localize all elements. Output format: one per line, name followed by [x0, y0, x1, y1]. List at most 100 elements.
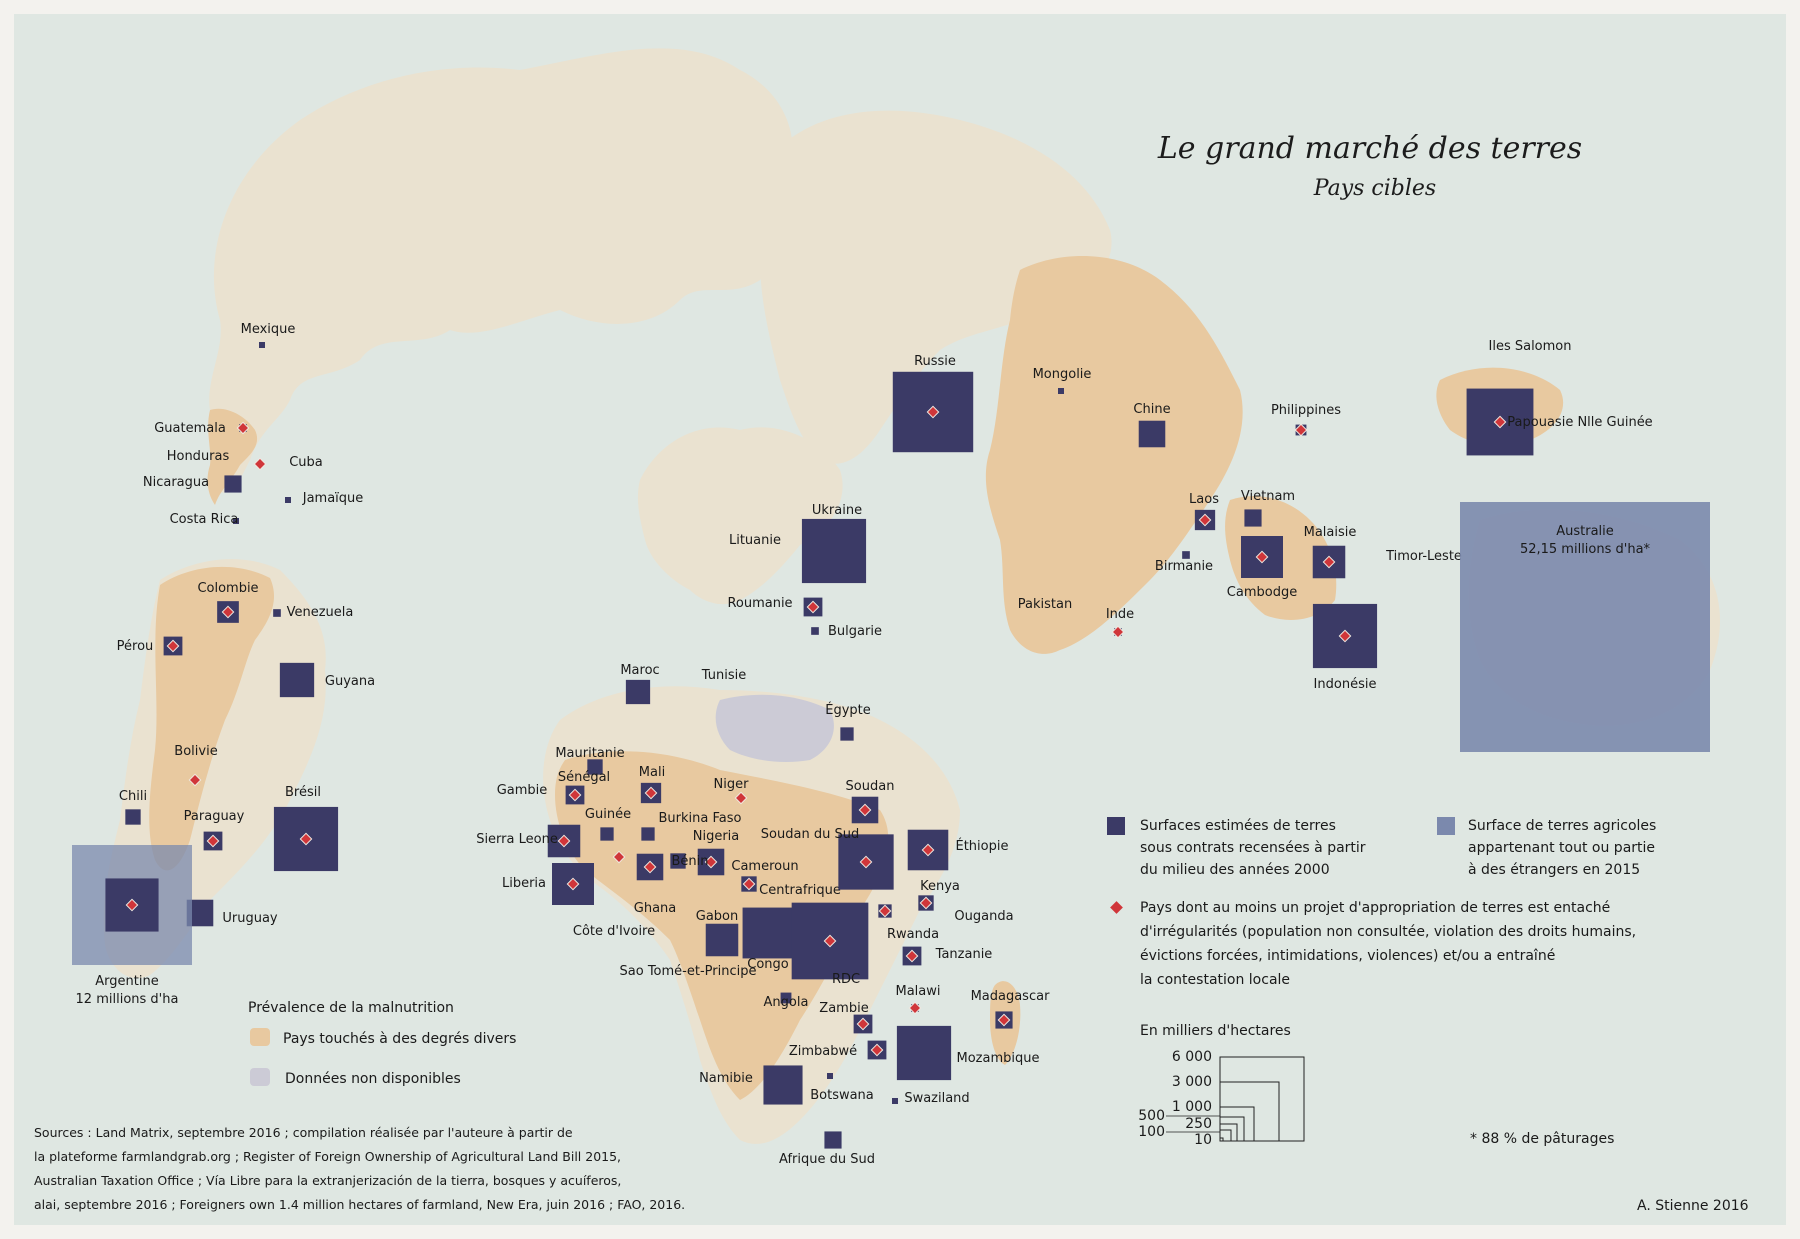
country-label-niger: Niger	[714, 777, 750, 792]
irregularity-diamond-cambodge	[1255, 550, 1269, 564]
irregularity-diamond-zambie	[856, 1017, 870, 1031]
contract-square-chine	[1138, 420, 1166, 448]
irregularity-diamond-soudan-du-sud	[859, 855, 873, 869]
country-label-mozambique: Mozambique	[957, 1051, 1040, 1066]
irregularity-diamond-guatemala	[236, 421, 250, 435]
country-label-pakistan: Pakistan	[1018, 597, 1072, 612]
country-label-nigeria: Nigeria	[693, 829, 740, 844]
legend-no-data-swatch	[250, 1068, 270, 1086]
country-label-mexique: Mexique	[241, 322, 296, 337]
irregularity-diamond-philippines	[1294, 423, 1308, 437]
country-label-afrique-du-sud: Afrique du Sud	[779, 1152, 875, 1167]
legend-irregular-line-2: d'irrégularités (population non consulté…	[1140, 924, 1636, 940]
legend-foreign: Surface de terres agricoles appartenant …	[1437, 817, 1656, 878]
contract-square-ukraine	[801, 518, 867, 584]
country-label-inde: Inde	[1106, 607, 1134, 622]
land-europe	[637, 427, 843, 605]
map-subtitle: Pays cibles	[1313, 176, 1436, 201]
country-label-botswana: Botswana	[810, 1088, 874, 1103]
irregularity-diamond-paraguay	[206, 834, 220, 848]
legend-irregular-line-3: évictions forcées, intimidations, violen…	[1140, 948, 1555, 964]
legend-scale-title: En milliers d'hectares	[1140, 1023, 1291, 1039]
country-label-birmanie: Birmanie	[1155, 559, 1213, 574]
country-label-nicaragua: Nicaragua	[143, 475, 209, 490]
contract-square-benin	[670, 853, 686, 869]
land-greenland	[558, 67, 693, 163]
country-label-ethiopie: Éthiopie	[956, 838, 1009, 854]
legend-foreign-swatch	[1437, 817, 1455, 835]
legend-malnutrition-swatch	[250, 1028, 270, 1046]
country-label-cote-d-ivoire: Côte d'Ivoire	[573, 924, 655, 939]
contract-square-bulgarie	[811, 627, 819, 635]
country-label-swaziland: Swaziland	[904, 1091, 969, 1106]
irregularity-diamond-honduras	[253, 457, 267, 471]
legend-no-data: Données non disponibles	[285, 1071, 461, 1087]
irregularity-diamond-ethiopie	[921, 843, 935, 857]
country-label-australie: Australie	[1556, 524, 1614, 539]
country-label-lituanie: Lituanie	[729, 533, 781, 548]
country-label-cambodge: Cambodge	[1227, 585, 1297, 600]
country-label-jamaique: Jamaïque	[302, 491, 364, 506]
country-label-liberia: Liberia	[502, 876, 546, 891]
country-label-papouasie-nlle-guinee: Papouasie Nlle Guinée	[1507, 415, 1652, 430]
legend-contract-line-2: sous contrats recensées à partir	[1140, 840, 1366, 856]
scale-label-6000: 6 000	[1172, 1049, 1212, 1065]
land-north-america	[209, 48, 852, 493]
legend-irregular-line-1: Pays dont au moins un projet d'appropria…	[1140, 900, 1610, 916]
country-label-rwanda: Rwanda	[887, 927, 939, 942]
country-label-mauritanie: Mauritanie	[555, 746, 624, 761]
sources-line-2: la plateforme farmlandgrab.org ; Registe…	[34, 1149, 621, 1164]
irregularity-diamond-rdc	[823, 934, 837, 948]
country-label-philippines: Philippines	[1271, 403, 1341, 418]
country-label-malaisie: Malaisie	[1304, 525, 1357, 540]
irregularity-diamond-cameroun	[742, 877, 756, 891]
map-title: Le grand marché des terres	[1157, 131, 1582, 166]
legend-contract-line-3: du milieu des années 2000	[1140, 862, 1330, 878]
land-russia	[754, 110, 1112, 464]
contract-square-venezuela	[273, 609, 281, 617]
country-label-burkina-faso: Burkina Faso	[659, 811, 742, 826]
country-label-cuba: Cuba	[289, 455, 323, 470]
country-label-bulgarie: Bulgarie	[828, 624, 882, 639]
contract-square-mozambique	[896, 1025, 952, 1081]
contract-square-congo	[742, 907, 794, 959]
contract-square-chili	[125, 809, 141, 825]
scale-label-10: 10	[1194, 1132, 1212, 1148]
country-label-ghana: Ghana	[634, 901, 677, 916]
country-label-zambie: Zambie	[819, 1001, 868, 1016]
irregularity-diamond-soudan	[858, 803, 872, 817]
irregularity-diamond-russie	[926, 405, 940, 419]
contract-square-mexique	[259, 342, 265, 348]
country-label-ukraine: Ukraine	[812, 503, 862, 518]
legend-malnutrition-title: Prévalence de la malnutrition	[248, 1000, 454, 1016]
country-label-honduras: Honduras	[167, 449, 230, 464]
contract-square-swaziland	[892, 1098, 898, 1104]
country-label-congo: Congo	[747, 957, 789, 972]
legend-foreign-line-2: appartenant tout ou partie	[1468, 840, 1655, 856]
contract-square-gabon	[705, 923, 739, 957]
country-label-kenya: Kenya	[920, 879, 960, 894]
irregularity-diamond-bolivie	[188, 773, 202, 787]
contract-square-egypte	[840, 727, 854, 741]
country-label-ouganda: Ouganda	[954, 909, 1013, 924]
contract-square-birmanie	[1182, 551, 1190, 559]
country-label-mongolie: Mongolie	[1033, 367, 1092, 382]
country-label-angola: Angola	[764, 995, 809, 1010]
irregularity-diamond-liberia	[566, 877, 580, 891]
country-label-malawi: Malawi	[895, 984, 940, 999]
irregularity-diamond-malawi	[908, 1001, 922, 1015]
country-label-soudan: Soudan	[846, 779, 895, 794]
legend-foreign-line-3: à des étrangers en 2015	[1468, 862, 1640, 878]
country-label-namibie: Namibie	[699, 1071, 753, 1086]
country-label-egypte: Égypte	[825, 702, 871, 718]
signature: A. Stienne 2016	[1637, 1198, 1749, 1214]
country-label-paraguay: Paraguay	[184, 809, 245, 824]
country-label-perou: Pérou	[117, 639, 154, 654]
contract-square-jamaique	[285, 497, 291, 503]
irregularity-diamond-roumanie	[806, 600, 820, 614]
irregularity-diamond-cote-d-ivoire	[612, 850, 626, 864]
scale-label-1000: 1 000	[1172, 1099, 1212, 1115]
irregularity-diamond-ghana	[643, 860, 657, 874]
contract-square-burkina-faso	[641, 827, 655, 841]
